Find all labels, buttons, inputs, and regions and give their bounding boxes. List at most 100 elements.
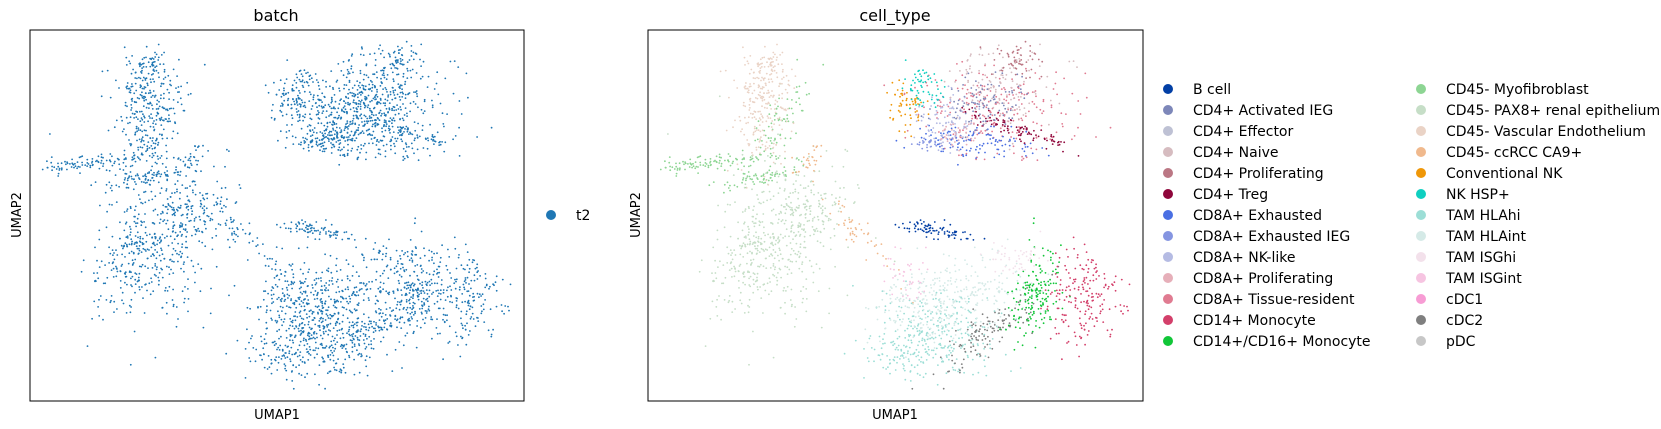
scatter-point-cd45-pax8-renal-epithelium	[812, 271, 815, 274]
scatter-point-t2	[165, 189, 168, 192]
scatter-point-cd8a-tissue-resident	[939, 101, 942, 103]
scatter-point-cd45-pax8-renal-epithelium	[768, 246, 771, 249]
scatter-point-t2	[125, 64, 128, 66]
scatter-point-cd45-ccrcc-ca9	[845, 238, 848, 241]
scatter-point-t2	[359, 81, 361, 84]
scatter-point-cd45-myofibroblast	[741, 181, 743, 184]
scatter-point-t2	[141, 96, 144, 99]
scatter-point-cd45-pax8-renal-epithelium	[801, 301, 804, 304]
scatter-point-cd45-ccrcc-ca9	[814, 163, 817, 166]
scatter-point-t2	[134, 215, 136, 218]
scatter-point-cd45-myofibroblast	[769, 176, 772, 179]
scatter-point-t2	[375, 71, 378, 73]
scatter-point-b-cell	[972, 239, 975, 241]
scatter-point-cd45-pax8-renal-epithelium	[764, 257, 767, 260]
scatter-point-t2	[76, 167, 78, 170]
scatter-point-cd45-vascular-endothelium	[764, 149, 767, 152]
scatter-point-cd45-pax8-renal-epithelium	[751, 262, 753, 264]
scatter-point-t2	[295, 86, 298, 89]
scatter-point-t2	[352, 326, 355, 329]
scatter-point-t2	[343, 231, 346, 234]
scatter-point-cd45-myofibroblast	[715, 161, 718, 164]
scatter-point-t2	[102, 165, 104, 168]
scatter-point-t2	[272, 293, 275, 296]
scatter-point-t2	[172, 225, 175, 228]
scatter-point-cd45-pax8-renal-epithelium	[799, 223, 802, 226]
scatter-point-t2	[405, 143, 408, 146]
scatter-point-t2	[460, 310, 463, 313]
scatter-point-t2	[65, 163, 67, 166]
scatter-point-t2	[419, 58, 421, 61]
scatter-point-t2	[464, 328, 467, 331]
scatter-point-t2	[358, 275, 360, 278]
scatter-point-cd45-pax8-renal-epithelium	[792, 214, 795, 217]
scatter-point-cd45-pax8-renal-epithelium	[816, 230, 819, 233]
scatter-point-t2	[433, 143, 435, 146]
scatter-point-t2	[410, 283, 413, 286]
scatter-point-cd45-pax8-renal-epithelium	[715, 277, 718, 280]
scatter-point-t2	[181, 233, 184, 236]
scatter-point-t2	[134, 160, 137, 163]
scatter-point-t2	[425, 298, 427, 301]
scatter-point-t2	[375, 322, 377, 324]
scatter-point-cd45-vascular-endothelium	[772, 161, 775, 164]
scatter-point-t2	[295, 227, 298, 230]
scatter-point-t2	[159, 157, 162, 159]
scatter-point-t2	[125, 165, 127, 168]
scatter-point-t2	[307, 302, 310, 305]
scatter-point-t2	[162, 78, 165, 80]
scatter-point-t2	[345, 76, 348, 79]
scatter-point-t2	[158, 76, 160, 79]
scatter-point-cd45-pax8-renal-epithelium	[667, 133, 669, 135]
scatter-point-t2	[417, 122, 419, 125]
scatter-point-t2	[426, 147, 429, 150]
scatter-point-t2	[319, 131, 322, 133]
scatter-point-cd8a-tissue-resident	[965, 152, 968, 155]
scatter-point-t2	[199, 205, 202, 208]
scatter-point-t2	[277, 310, 279, 313]
scatter-point-t2	[308, 332, 311, 335]
scatter-point-t2	[381, 139, 384, 142]
scatter-point-t2	[97, 306, 99, 308]
scatter-point-t2	[118, 87, 120, 89]
scatter-point-cd45-myofibroblast	[785, 175, 787, 178]
scatter-point-t2	[298, 372, 300, 375]
scatter-point-t2	[334, 233, 337, 236]
scatter-point-cd45-vascular-endothelium	[782, 68, 784, 71]
scatter-point-cd45-pax8-renal-epithelium	[748, 231, 750, 234]
scatter-point-t2	[362, 78, 365, 81]
scatter-point-cd45-pax8-renal-epithelium	[786, 266, 789, 269]
scatter-point-t2	[292, 341, 295, 344]
scatter-point-t2	[180, 267, 182, 270]
scatter-point-t2	[358, 124, 360, 126]
scatter-point-t2	[471, 261, 474, 264]
scatter-point-t2	[334, 129, 337, 132]
scatter-point-cd45-pax8-renal-epithelium	[775, 276, 778, 279]
scatter-point-cd45-vascular-endothelium	[744, 64, 746, 66]
scatter-point-t2	[140, 181, 143, 183]
scatter-point-t2	[457, 307, 460, 310]
scatter-point-cd45-myofibroblast	[720, 165, 723, 168]
scatter-point-t2	[308, 315, 311, 318]
scatter-point-t2	[316, 106, 318, 109]
scatter-point-t2	[390, 268, 392, 271]
scatter-point-t2	[183, 301, 186, 304]
scatter-point-cd45-vascular-endothelium	[726, 169, 729, 172]
scatter-point-cd45-pax8-renal-epithelium	[767, 233, 769, 236]
scatter-point-cd45-vascular-endothelium	[740, 169, 743, 171]
scatter-point-cd45-pax8-renal-epithelium	[784, 188, 786, 190]
scatter-point-cd45-vascular-endothelium	[767, 65, 770, 68]
scatter-point-t2	[228, 246, 231, 249]
scatter-point-t2	[139, 93, 142, 96]
scatter-point-t2	[191, 205, 194, 207]
scatter-point-cd45-pax8-renal-epithelium	[788, 268, 791, 271]
scatter-point-cd45-pax8-renal-epithelium	[776, 181, 778, 184]
scatter-point-cd45-pax8-renal-epithelium	[748, 238, 751, 241]
scatter-point-cd45-pax8-renal-epithelium	[769, 267, 772, 269]
scatter-point-t2	[131, 275, 134, 278]
scatter-point-t2	[184, 224, 187, 226]
scatter-point-t2	[402, 344, 405, 347]
scatter-point-t2	[347, 59, 350, 62]
scatter-point-t2	[372, 114, 375, 117]
scatter-point-cd45-vascular-endothelium	[758, 140, 761, 143]
